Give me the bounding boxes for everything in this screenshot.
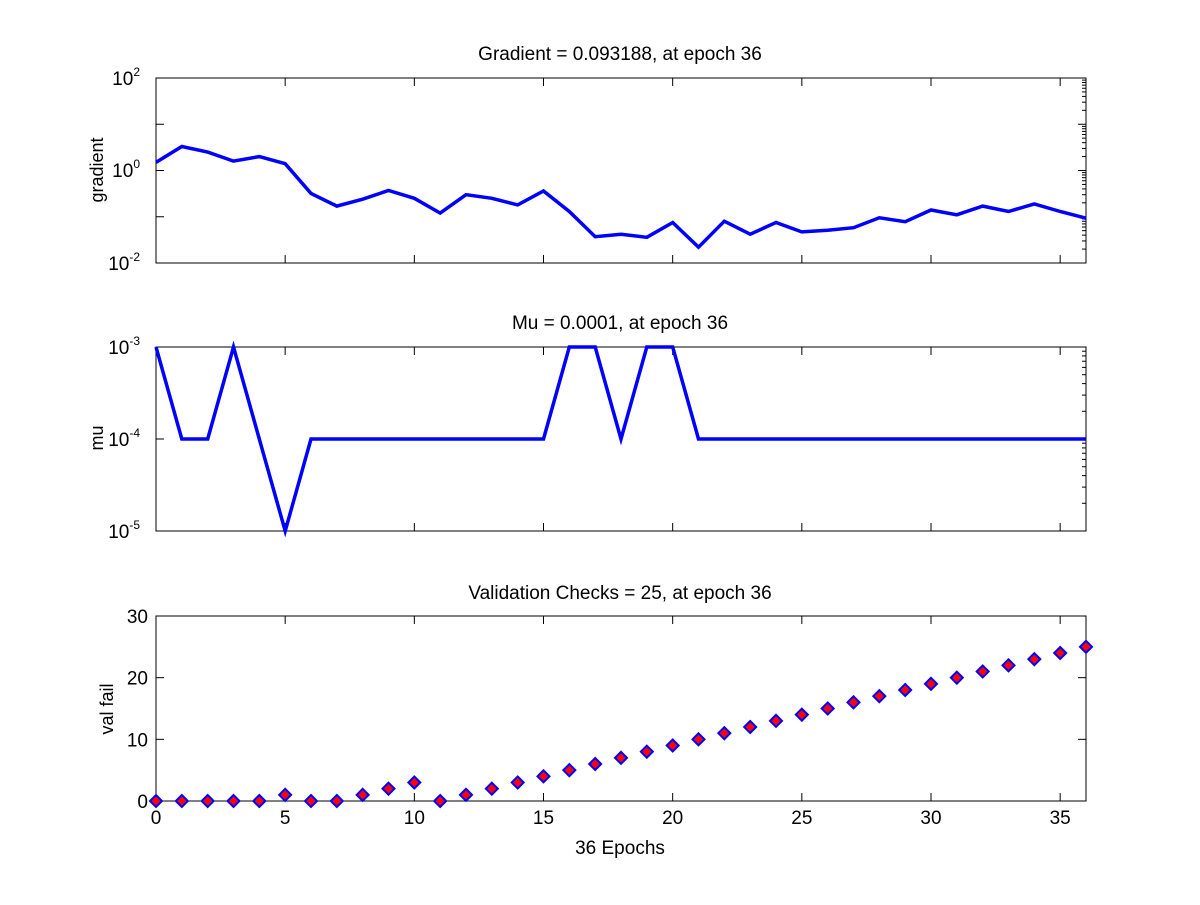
gradient-minor-ticks [156, 79, 1086, 264]
y-tick-label: 20 [127, 669, 148, 690]
mu-series [154, 340, 1086, 538]
data-point [458, 787, 474, 803]
gradient-ylabel: gradient [87, 137, 107, 202]
data-point [587, 756, 603, 772]
series-line [154, 340, 1086, 538]
data-point [639, 744, 655, 760]
data-point [355, 787, 371, 803]
gradient-series [155, 144, 1087, 250]
data-point [1052, 645, 1068, 661]
mu-ylabel: mu [87, 425, 107, 450]
data-point [691, 731, 706, 747]
data-point [613, 750, 629, 766]
data-point [432, 793, 448, 809]
gradient-panel: Gradient = 0.093188, at epoch 36 gradien… [87, 44, 1087, 275]
x-tick-label: 10 [404, 808, 425, 829]
valfail-x-ticks [155, 616, 1061, 801]
valfail-title: Validation Checks = 25, at epoch 36 [468, 583, 771, 604]
gradient-title: Gradient = 0.093188, at epoch 36 [478, 44, 762, 65]
valfail-x-tick-labels: 0 5 10 15 20 25 30 35 [151, 808, 1071, 829]
data-point [484, 781, 500, 797]
data-point [406, 775, 422, 790]
data-point [174, 793, 190, 809]
valfail-y-ticks [156, 615, 1086, 802]
data-point [561, 762, 577, 778]
x-tick-label: 15 [533, 808, 554, 829]
x-tick-label: 20 [662, 808, 683, 829]
valfail-series [148, 639, 1094, 809]
data-point [923, 676, 939, 692]
data-point [1078, 639, 1094, 655]
data-point [226, 793, 241, 809]
x-tick-label: 5 [280, 808, 291, 829]
data-point [329, 793, 345, 809]
data-point [251, 793, 267, 809]
data-point [949, 670, 965, 686]
data-point [768, 713, 784, 729]
gradient-ytick-label: 10-2 [108, 250, 140, 275]
gradient-x-ticks [155, 78, 1061, 263]
data-point [148, 793, 164, 809]
data-point [536, 768, 551, 784]
valfail-y-tick-labels: 0 10 20 30 [127, 607, 148, 813]
gradient-ytick-label: 100 [112, 157, 140, 182]
data-point [1001, 657, 1016, 673]
x-tick-label: 0 [151, 808, 162, 829]
valfail-xlabel: 36 Epochs [575, 838, 665, 859]
valfail-axes-box [155, 615, 1087, 802]
valfail-ylabel: val fail [97, 683, 117, 734]
series-line [155, 144, 1087, 250]
valfail-panel: Validation Checks = 25, at epoch 36 val … [97, 583, 1094, 859]
data-point [742, 719, 758, 735]
data-point [200, 793, 216, 809]
data-point [303, 793, 319, 809]
gradient-axes-box [155, 77, 1087, 264]
data-point [665, 738, 681, 753]
mu-ytick-label: 10-3 [108, 334, 140, 359]
data-point [277, 787, 293, 803]
mu-y-tick-labels: 10-5 10-4 10-3 [108, 334, 140, 543]
gradient-y-tick-labels: 10-2 100 102 [108, 65, 140, 275]
data-point [846, 694, 861, 710]
data-point [510, 775, 526, 790]
y-tick-label: 10 [127, 730, 148, 751]
data-point [975, 664, 991, 679]
mu-ytick-label: 10-5 [108, 518, 140, 543]
data-point [716, 725, 732, 741]
mu-title: Mu = 0.0001, at epoch 36 [512, 313, 728, 334]
y-tick-label: 0 [137, 792, 148, 813]
data-point [871, 688, 887, 704]
x-tick-label: 30 [920, 808, 941, 829]
x-tick-label: 35 [1050, 808, 1071, 829]
mu-ytick-label: 10-4 [108, 426, 140, 451]
data-point [1026, 651, 1042, 667]
data-point [820, 701, 836, 716]
data-point [897, 682, 913, 698]
data-point [381, 781, 396, 797]
mu-panel: Mu = 0.0001, at epoch 36 mu 10-5 10-4 10… [87, 313, 1087, 543]
x-tick-label: 25 [791, 808, 812, 829]
data-point [794, 707, 810, 723]
y-tick-label: 30 [127, 607, 148, 628]
gradient-ytick-label: 102 [112, 65, 140, 90]
